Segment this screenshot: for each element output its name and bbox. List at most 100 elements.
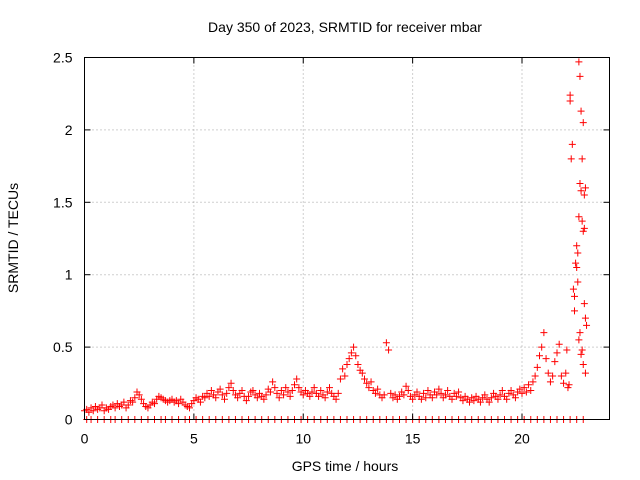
data-point (503, 395, 511, 403)
data-point (470, 397, 478, 405)
data-point (571, 292, 578, 300)
data-point (186, 404, 193, 412)
data-point (227, 379, 235, 387)
data-point (336, 375, 344, 383)
data-point (347, 349, 355, 357)
data-point (557, 372, 565, 380)
data-point (576, 329, 584, 337)
data-point (579, 360, 587, 368)
data-point (253, 394, 261, 402)
data-point (385, 346, 393, 354)
data-point (579, 119, 587, 127)
data-point (522, 388, 530, 396)
data-point (321, 394, 329, 402)
data-point (363, 379, 371, 387)
data-point (275, 394, 283, 402)
data-point (85, 408, 93, 416)
data-point (175, 400, 183, 408)
data-point (459, 397, 467, 405)
data-point (567, 155, 575, 163)
data-point (284, 388, 292, 396)
data-point (266, 388, 274, 396)
data-point (563, 346, 571, 354)
data-point (131, 394, 139, 402)
y-tick-label: 0.5 (53, 339, 73, 355)
data-point (361, 375, 368, 383)
data-point (575, 58, 583, 66)
data-point (339, 365, 347, 373)
data-point (269, 378, 277, 386)
data-point (271, 384, 279, 392)
data-point (564, 384, 572, 392)
data-point (529, 378, 537, 386)
data-point (334, 389, 342, 397)
data-point (507, 387, 515, 395)
data-point (380, 391, 388, 399)
y-tick-label: 2 (65, 122, 73, 138)
data-point (207, 387, 215, 395)
data-point (574, 278, 582, 286)
data-point (326, 384, 333, 392)
data-point (578, 346, 586, 354)
data-point (581, 369, 589, 377)
data-point (487, 394, 495, 402)
data-point (216, 385, 224, 393)
x-tick-label: 20 (514, 431, 530, 447)
chart-title: Day 350 of 2023, SRMTID for receiver mba… (208, 19, 482, 35)
y-axis-label: SRMTID / TECUs (5, 183, 21, 293)
data-point (120, 398, 128, 406)
data-point (498, 387, 506, 395)
data-point (420, 389, 428, 397)
data-point (413, 388, 421, 396)
data-point (223, 389, 231, 397)
data-point (260, 395, 268, 403)
data-point (580, 191, 588, 199)
data-point (391, 391, 399, 399)
data-point (367, 378, 375, 386)
data-point (352, 352, 360, 360)
y-tick-label: 1.5 (53, 194, 73, 210)
data-point (565, 381, 573, 389)
data-points (81, 58, 591, 423)
data-point (238, 387, 246, 395)
data-point (455, 388, 463, 396)
data-point (273, 389, 281, 397)
y-tick-label: 1 (65, 267, 73, 283)
data-point (387, 389, 395, 397)
data-point (549, 372, 557, 380)
data-point (299, 391, 307, 399)
data-point (291, 381, 298, 389)
data-point (371, 389, 379, 397)
data-point (280, 391, 288, 399)
axis-ticks (84, 57, 610, 420)
data-point (98, 401, 106, 409)
data-point (350, 343, 358, 351)
data-point (317, 387, 325, 395)
data-point (476, 398, 484, 406)
data-point (402, 382, 410, 390)
data-point (576, 72, 584, 80)
data-point (242, 397, 250, 405)
data-point (382, 339, 390, 347)
x-tick-label: 0 (81, 431, 89, 447)
data-point (448, 395, 456, 403)
data-point (525, 381, 533, 389)
data-point (124, 401, 132, 409)
data-point (286, 392, 294, 400)
data-point (581, 314, 589, 322)
data-point (262, 391, 270, 399)
data-point (345, 355, 353, 363)
data-point (428, 394, 436, 402)
data-point (444, 387, 452, 395)
data-point (531, 372, 539, 380)
data-point (358, 369, 366, 377)
data-point (578, 155, 586, 163)
data-point (306, 392, 314, 400)
data-point (151, 400, 158, 408)
data-point (354, 360, 362, 368)
data-point (293, 375, 301, 383)
data-point (310, 384, 318, 392)
data-point (249, 387, 257, 395)
data-point (568, 140, 576, 148)
